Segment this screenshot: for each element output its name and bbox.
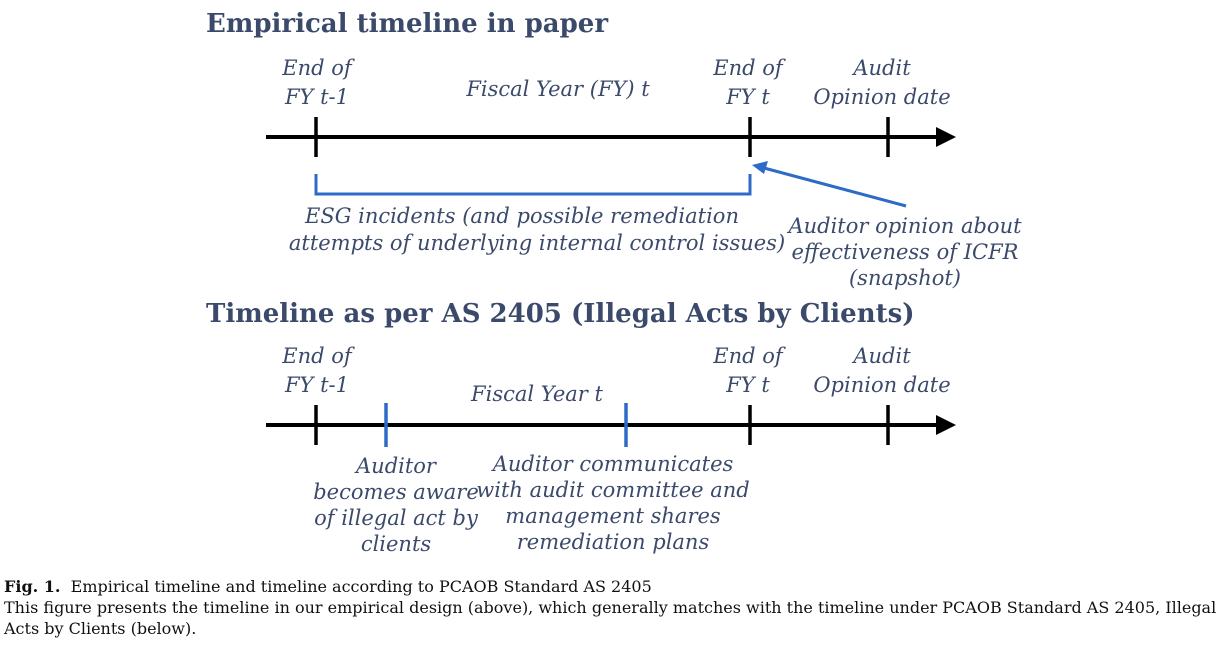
caption-title-line: Fig. 1. Empirical timeline and timeline … bbox=[4, 576, 1219, 597]
top-end-prev-line1: End of bbox=[281, 56, 355, 80]
caption-text: This figure presents the timeline in our… bbox=[4, 598, 1217, 638]
top-esg-line1: ESG incidents (and possible remediation bbox=[304, 204, 739, 228]
bottom-end-prev-line1: End of bbox=[281, 344, 355, 368]
top-axis-arrowhead bbox=[936, 127, 956, 147]
top-opinion-line2: effectiveness of ICFR bbox=[792, 240, 1019, 264]
bottom-aware-line4: clients bbox=[361, 532, 432, 556]
bottom-end-prev-line2: FY t-1 bbox=[284, 373, 349, 397]
top-end-fy-line1: End of bbox=[712, 56, 786, 80]
caption-label: Fig. 1. bbox=[4, 577, 61, 596]
bottom-end-fy-line2: FY t bbox=[725, 373, 770, 397]
bottom-audit-line2: Opinion date bbox=[813, 373, 950, 397]
bottom-audit-line1: Audit bbox=[851, 344, 911, 368]
bottom-end-fy-line1: End of bbox=[712, 344, 786, 368]
timeline-diagram: Empirical timeline in paper End of FY t-… bbox=[206, 9, 1022, 556]
top-end-fy-line2: FY t bbox=[725, 85, 770, 109]
bottom-heading: Timeline as per AS 2405 (Illegal Acts by… bbox=[206, 299, 915, 329]
top-end-prev-line2: FY t-1 bbox=[284, 85, 349, 109]
top-opinion-arrowhead bbox=[752, 161, 768, 174]
top-audit-line1: Audit bbox=[851, 56, 911, 80]
bottom-comm-line3: management shares bbox=[505, 504, 721, 528]
top-opinion-line1: Auditor opinion about bbox=[786, 214, 1022, 238]
bottom-aware-line1: Auditor bbox=[354, 454, 438, 478]
bottom-aware-line2: becomes aware bbox=[313, 480, 479, 504]
bottom-fiscal-year-label: Fiscal Year t bbox=[470, 382, 603, 406]
top-heading: Empirical timeline in paper bbox=[206, 9, 608, 39]
figure-caption: Fig. 1. Empirical timeline and timeline … bbox=[4, 576, 1219, 639]
top-audit-line2: Opinion date bbox=[813, 85, 950, 109]
top-fiscal-year-label: Fiscal Year (FY) t bbox=[465, 77, 650, 101]
top-esg-line2: attempts of underlying internal control … bbox=[289, 231, 785, 255]
bottom-axis-arrowhead bbox=[936, 415, 956, 435]
top-opinion-line3: (snapshot) bbox=[849, 266, 961, 290]
bottom-comm-line2: with audit committee and bbox=[476, 478, 750, 502]
caption-title: Empirical timeline and timeline accordin… bbox=[70, 577, 652, 596]
bottom-aware-line3: of illegal act by bbox=[314, 506, 479, 530]
top-esg-bracket bbox=[314, 174, 752, 196]
top-opinion-arrow-line bbox=[763, 166, 907, 208]
bottom-comm-line1: Auditor communicates bbox=[491, 452, 734, 476]
bottom-comm-line4: remediation plans bbox=[517, 530, 710, 554]
